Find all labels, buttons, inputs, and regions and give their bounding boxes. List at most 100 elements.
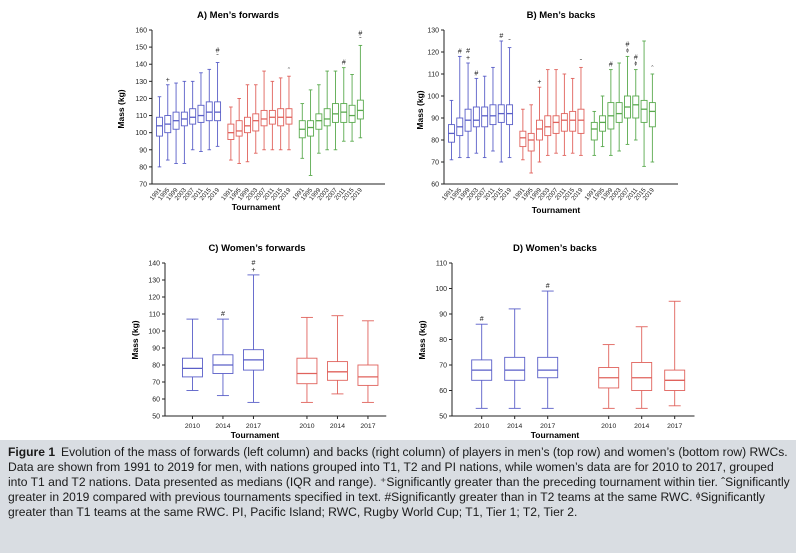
y-tick-label: 80 — [139, 164, 147, 171]
box-iqr — [506, 104, 514, 126]
box-iqr — [214, 101, 222, 122]
y-axis-label: Mass (kg) — [415, 90, 425, 129]
x-tick-label: 2014 — [330, 423, 345, 430]
box-iqr — [189, 108, 197, 125]
significance-mark: # — [216, 48, 220, 55]
figure-label: Figure 1 — [8, 445, 56, 459]
significance-mark: # — [358, 30, 362, 37]
chart-title: C) Women’s forwards — [208, 243, 305, 254]
box-iqr — [357, 364, 379, 386]
box-iqr — [212, 354, 234, 374]
y-tick-label: 130 — [148, 278, 160, 285]
box-iqr — [332, 103, 339, 123]
box-iqr — [544, 115, 552, 137]
significance-mark: # — [342, 60, 346, 67]
x-tick-label: 2014 — [507, 423, 522, 430]
y-axis-label: Mass (kg) — [130, 320, 140, 359]
x-tick-label: 2017 — [667, 423, 682, 430]
panel-women-backs: D) Women’s backs Mass (kg) Tournament 50… — [417, 243, 695, 440]
y-tick-label: 90 — [152, 346, 160, 353]
significance-mark: # — [251, 260, 255, 267]
significance-mark: # — [634, 55, 638, 62]
box-iqr — [260, 109, 268, 127]
box-iqr — [632, 95, 640, 119]
box-iqr — [252, 113, 260, 132]
significance-mark: ˆ — [580, 59, 583, 66]
y-tick-label: 50 — [439, 414, 447, 421]
box-iqr — [307, 120, 315, 137]
y-tick-label: 70 — [139, 182, 147, 189]
box-iqr — [235, 120, 243, 137]
x-tick-label: 2014 — [634, 423, 649, 430]
y-tick-label: 90 — [431, 116, 439, 123]
box-iqr — [631, 362, 653, 391]
y-axis-label: Mass (kg) — [417, 320, 427, 359]
box-iqr — [519, 130, 527, 148]
y-tick-label: 130 — [427, 28, 439, 35]
figure-panels: A) Men’s forwards Mass (kg) Tournament 7… — [116, 10, 695, 440]
significance-mark: ᶲ — [634, 62, 637, 69]
box-iqr — [156, 116, 163, 137]
box-iqr — [648, 102, 656, 128]
significance-mark: # — [466, 48, 470, 55]
y-tick-label: 70 — [431, 160, 439, 167]
significance-mark: + — [466, 55, 470, 62]
caption-text: Evolution of the mass of forwards (left … — [8, 445, 790, 519]
significance-mark: + — [251, 267, 255, 274]
box-iqr — [577, 108, 585, 134]
x-axis-label: Tournament — [532, 205, 581, 215]
y-tick-label: 90 — [139, 147, 147, 154]
x-tick-label: 2010 — [474, 423, 489, 430]
box-iqr — [527, 132, 535, 152]
box-iqr — [536, 119, 543, 141]
chart-title: D) Women’s backs — [513, 243, 597, 254]
significance-mark: + — [537, 79, 541, 86]
box-iqr — [615, 102, 623, 123]
box-iqr — [244, 116, 251, 134]
y-tick-label: 120 — [135, 96, 147, 103]
chart-title: B) Men’s backs — [527, 10, 596, 21]
box-iqr — [599, 115, 607, 132]
y-tick-label: 60 — [431, 182, 439, 189]
box-iqr — [348, 104, 356, 123]
figure-caption-box: Figure 1 Evolution of the mass of forward… — [0, 440, 796, 553]
panel-men-backs: B) Men’s backs Mass (kg) Tournament 60 70… — [415, 10, 678, 215]
box-iqr — [340, 103, 348, 123]
box-iqr — [181, 357, 203, 378]
box-iqr — [481, 106, 489, 128]
significance-mark: # — [499, 33, 503, 40]
y-tick-label: 120 — [427, 50, 439, 57]
box-iqr — [537, 356, 559, 379]
y-tick-label: 70 — [152, 380, 160, 387]
box-iqr — [569, 110, 577, 132]
significance-mark: # — [609, 62, 613, 69]
significance-mark: ᶲ — [626, 48, 629, 55]
y-tick-label: 120 — [148, 295, 160, 302]
y-tick-label: 80 — [431, 138, 439, 145]
x-axis-label: Tournament — [531, 430, 580, 440]
significance-mark: # — [474, 70, 478, 77]
y-tick-label: 110 — [136, 113, 147, 120]
panel-men-forwards: A) Men’s forwards Mass (kg) Tournament 7… — [116, 10, 385, 212]
significance-mark: + — [166, 77, 170, 84]
y-tick-label: 100 — [148, 329, 160, 336]
y-tick-label: 60 — [439, 388, 447, 395]
panel-women-forwards: C) Women’s forwards Mass (kg) Tournament… — [130, 243, 387, 440]
y-tick-label: 90 — [439, 312, 447, 319]
x-tick-label: 2017 — [540, 423, 555, 430]
x-axis-label: Tournament — [232, 202, 281, 212]
box-iqr — [640, 99, 648, 123]
x-tick-label: 2010 — [185, 423, 200, 430]
x-tick-label: 2010 — [601, 423, 616, 430]
box-iqr — [327, 361, 348, 381]
significance-mark: ˆ — [216, 55, 219, 62]
box-iqr — [560, 113, 568, 132]
box-iqr — [315, 113, 323, 130]
y-tick-label: 60 — [152, 397, 160, 404]
box-iqr — [489, 104, 497, 126]
box-iqr — [285, 108, 293, 125]
box-iqr — [227, 123, 235, 140]
y-tick-label: 140 — [148, 261, 160, 268]
significance-mark: # — [480, 316, 484, 323]
y-tick-label: 110 — [149, 312, 160, 319]
